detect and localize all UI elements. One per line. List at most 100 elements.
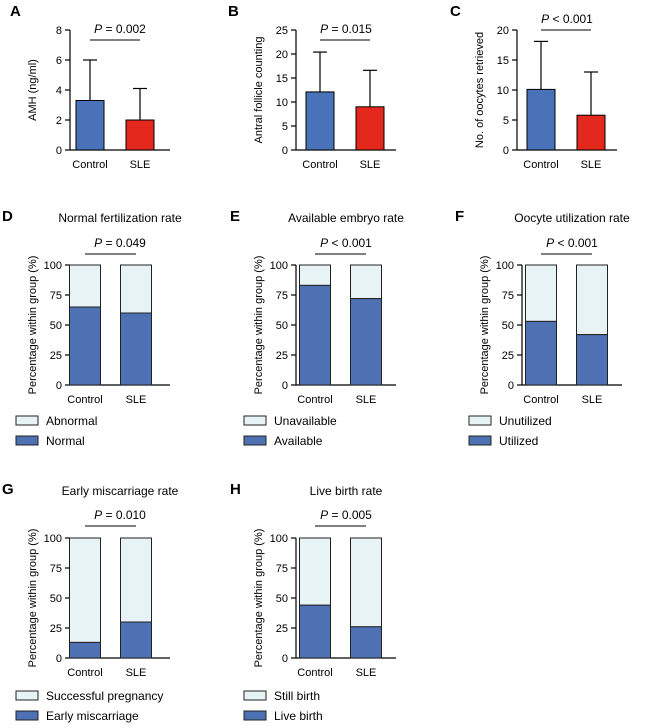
x-tick-label: SLE bbox=[356, 667, 377, 679]
y-tick-label: 25 bbox=[502, 350, 514, 362]
y-tick-label: 50 bbox=[502, 320, 514, 332]
bar-segment-unutilized bbox=[576, 264, 608, 336]
legend-label: Still birth bbox=[274, 689, 320, 703]
bar-segment-unavailable bbox=[299, 264, 331, 286]
y-tick-label: 2 bbox=[56, 115, 62, 127]
x-tick-label: SLE bbox=[130, 159, 151, 171]
bar-segment-abnormal bbox=[120, 264, 152, 314]
bar-segment-early-miscarriage bbox=[69, 641, 101, 659]
y-tick-label: 0 bbox=[282, 380, 288, 392]
p-rest: = 0.010 bbox=[102, 508, 146, 522]
bar-control bbox=[75, 100, 105, 151]
panel-label: F bbox=[455, 208, 464, 225]
y-axis-label: Percentage within group (%) bbox=[253, 529, 265, 668]
y-tick-label: 5 bbox=[282, 121, 288, 133]
y-tick-label: 25 bbox=[50, 623, 62, 635]
legend-swatch bbox=[468, 435, 492, 446]
p-value: P = 0.049 bbox=[94, 236, 146, 250]
p-value: P < 0.001 bbox=[546, 236, 598, 250]
p-value: P = 0.002 bbox=[94, 22, 146, 36]
legend-label: Utilized bbox=[499, 434, 538, 448]
y-tick-label: 0 bbox=[282, 653, 288, 665]
y-tick-label: 75 bbox=[502, 290, 514, 302]
y-tick-label: 20 bbox=[276, 49, 288, 61]
legend-swatch bbox=[243, 690, 267, 701]
p-rest: = 0.049 bbox=[102, 236, 146, 250]
y-tick-label: 50 bbox=[276, 593, 288, 605]
y-axis-label: No. of oocytes retrieved bbox=[474, 32, 486, 148]
bar-segment-available bbox=[350, 298, 382, 386]
y-tick-label: 0 bbox=[508, 380, 514, 392]
bar-segment-normal bbox=[69, 306, 101, 386]
panel-label: A bbox=[10, 3, 21, 20]
y-tick-label: 75 bbox=[50, 563, 62, 575]
bar-sle bbox=[125, 119, 155, 151]
p-value: P = 0.015 bbox=[320, 22, 372, 36]
bar-segment-utilized bbox=[576, 334, 608, 386]
x-tick-label: Control bbox=[297, 394, 332, 406]
legend-swatch bbox=[468, 415, 492, 426]
y-axis-label: Percentage within group (%) bbox=[27, 256, 39, 395]
legend-label: Early miscarriage bbox=[46, 709, 139, 723]
y-tick-label: 25 bbox=[276, 623, 288, 635]
y-tick-label: 8 bbox=[56, 25, 62, 37]
chart-title: Available embryo rate bbox=[288, 211, 404, 225]
x-tick-label: SLE bbox=[360, 159, 381, 171]
y-tick-label: 50 bbox=[50, 320, 62, 332]
legend-label: Successful pregnancy bbox=[46, 689, 163, 703]
p-value: P = 0.010 bbox=[94, 508, 146, 522]
y-tick-label: 50 bbox=[276, 320, 288, 332]
legend-swatch bbox=[15, 690, 39, 701]
y-tick-label: 10 bbox=[276, 97, 288, 109]
chart-title: Normal fertilization rate bbox=[58, 211, 182, 225]
legend-label: Available bbox=[274, 434, 323, 448]
x-tick-label: Control bbox=[67, 667, 102, 679]
y-tick-label: 20 bbox=[497, 25, 509, 37]
p-value: P < 0.001 bbox=[541, 12, 593, 26]
y-axis-label: Percentage within group (%) bbox=[27, 529, 39, 668]
y-tick-label: 100 bbox=[44, 260, 62, 272]
panel-label: C bbox=[450, 3, 461, 20]
legend-label: Abnormal bbox=[46, 414, 97, 428]
p-rest: < 0.001 bbox=[328, 236, 372, 250]
bar-segment-live-birth bbox=[299, 604, 331, 659]
panel-a: A 0 2 4 6 8 AMH (ng/ml) Control SLE P = 0.002 bbox=[10, 3, 170, 171]
p-rest: = 0.005 bbox=[328, 508, 372, 522]
legend-swatch bbox=[15, 435, 39, 446]
y-axis-label: Percentage within group (%) bbox=[253, 256, 265, 395]
bar-control bbox=[305, 91, 335, 151]
y-tick-label: 4 bbox=[56, 85, 62, 97]
y-tick-label: 0 bbox=[56, 380, 62, 392]
y-tick-label: 25 bbox=[276, 350, 288, 362]
p-symbol: P bbox=[541, 12, 549, 26]
x-tick-label: SLE bbox=[126, 667, 147, 679]
panel-g: G Early miscarriage rate 0 25 50 75 100 Percent… bbox=[2, 481, 179, 723]
bar-segment-early-miscarriage bbox=[120, 621, 152, 659]
y-tick-label: 75 bbox=[276, 563, 288, 575]
legend-label: Unutilized bbox=[499, 414, 552, 428]
p-symbol: P bbox=[94, 22, 102, 36]
panel-label: B bbox=[228, 3, 239, 20]
x-tick-label: Control bbox=[297, 667, 332, 679]
x-tick-label: SLE bbox=[582, 394, 603, 406]
p-symbol: P bbox=[546, 236, 554, 250]
p-rest: < 0.001 bbox=[554, 236, 598, 250]
x-tick-label: Control bbox=[302, 159, 337, 171]
legend-swatch bbox=[243, 710, 267, 721]
p-rest: = 0.015 bbox=[328, 22, 372, 36]
p-value: P < 0.001 bbox=[320, 236, 372, 250]
bar-segment-normal bbox=[120, 312, 152, 386]
y-tick-label: 75 bbox=[276, 290, 288, 302]
y-tick-label: 15 bbox=[276, 73, 288, 85]
y-axis-label: Antral follicle counting bbox=[253, 36, 265, 143]
panel-label: G bbox=[2, 481, 14, 498]
y-tick-label: 100 bbox=[270, 533, 288, 545]
legend-swatch bbox=[15, 415, 39, 426]
y-tick-label: 50 bbox=[50, 593, 62, 605]
p-rest: < 0.001 bbox=[549, 12, 593, 26]
x-tick-label: SLE bbox=[126, 394, 147, 406]
legend-swatch bbox=[15, 710, 39, 721]
bar-segment-successful-pregnancy bbox=[120, 537, 152, 623]
panel-label: D bbox=[2, 208, 13, 225]
